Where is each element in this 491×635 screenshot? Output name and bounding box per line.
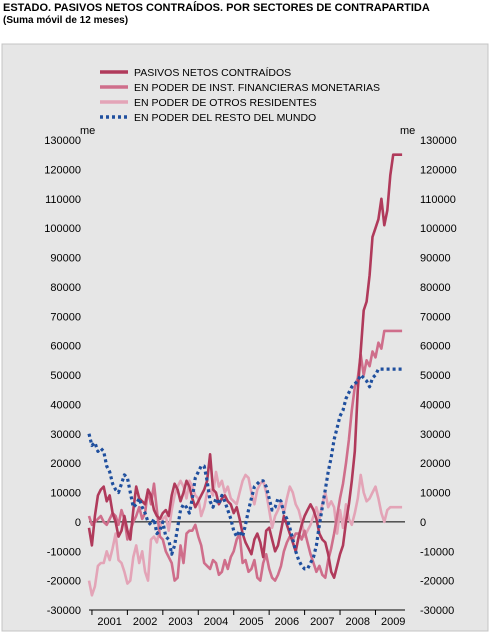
x-tick-label: 2004	[204, 616, 228, 628]
y-tick-label-right: 100000	[420, 223, 457, 235]
y-tick-label-right: 40000	[420, 399, 451, 411]
y-tick-label-left: 0	[75, 517, 81, 529]
y-tick-label-right: 30000	[420, 429, 451, 441]
y-tick-label-right: 120000	[420, 164, 457, 176]
x-tick-label: 2007	[310, 616, 334, 628]
y-tick-label-right: 110000	[420, 194, 456, 206]
y-tick-label-right: 70000	[420, 311, 451, 323]
y-tick-label-right: -20000	[420, 576, 454, 588]
x-tick-label: 2006	[275, 616, 299, 628]
y-tick-label-left: -20000	[47, 576, 81, 588]
y-tick-label-right: 80000	[420, 282, 451, 294]
y-tick-label-left: -10000	[47, 546, 81, 558]
legend-label-pasivos-netos-contraidos: PASIVOS NETOS CONTRAÍDOS	[134, 66, 291, 79]
legend: PASIVOS NETOS CONTRAÍDOS EN PODER DE INST…	[100, 66, 380, 124]
chart-title-block: ESTADO. PASIVOS NETOS CONTRAÍDOS. POR SE…	[3, 2, 430, 27]
legend-label-en-poder-de-inst-financieras-monetarias: EN PODER DE INST. FINANCIERAS MONETARIAS	[134, 82, 380, 94]
x-tick-label: 2008	[346, 616, 370, 628]
series-line-en-poder-de-inst-financieras-monetarias	[87, 329, 403, 582]
y-tick-label-left: 60000	[50, 341, 81, 353]
y-tick-label-left: 120000	[44, 164, 81, 176]
y-tick-label-left: 70000	[50, 311, 81, 323]
y-axis-right: 1300001200001100001000009000080000700006…	[420, 135, 457, 617]
y-tick-label-left: 50000	[50, 370, 81, 382]
y-tick-label-left: 10000	[50, 488, 81, 500]
chart-title: ESTADO. PASIVOS NETOS CONTRAÍDOS. POR SE…	[3, 2, 430, 14]
y-tick-label-right: 60000	[420, 341, 451, 353]
y-unit-right: me	[400, 125, 415, 137]
series-line-en-poder-de-otros-residentes	[87, 470, 403, 597]
y-tick-label-left: 40000	[50, 399, 81, 411]
y-tick-label-right: 10000	[420, 488, 451, 500]
y-tick-label-left: 20000	[50, 458, 81, 470]
legend-label-en-poder-de-otros-residentes: EN PODER DE OTROS RESIDENTES	[134, 97, 317, 109]
y-tick-label-left: 100000	[44, 223, 81, 235]
y-tick-label-left: 110000	[45, 194, 81, 206]
y-tick-label-left: 30000	[50, 429, 81, 441]
y-axis-left: 1300001200001100001000009000080000700006…	[44, 135, 81, 617]
y-tick-label-right: 0	[420, 517, 426, 529]
x-tick-label: 2002	[133, 616, 157, 628]
y-tick-label-left: 130000	[44, 135, 81, 147]
y-tick-label-right: 90000	[420, 253, 451, 265]
chart-subtitle: (Suma móvil de 12 meses)	[3, 15, 129, 26]
y-tick-label-left: -30000	[47, 605, 81, 617]
y-tick-label-right: 50000	[420, 370, 451, 382]
y-tick-label-left: 80000	[50, 282, 81, 294]
y-tick-label-right: -30000	[420, 605, 454, 617]
x-tick-label: 2003	[168, 616, 192, 628]
y-tick-label-right: 20000	[420, 458, 451, 470]
x-tick-label: 2001	[97, 616, 121, 628]
x-axis: 2001 2002 2003 2004 2005 2006 2007 2008 2009	[91, 610, 405, 628]
x-tick-label: 2005	[239, 616, 263, 628]
y-tick-label-right: -10000	[420, 546, 454, 558]
series-group	[87, 153, 403, 597]
y-tick-label-right: 130000	[420, 135, 457, 147]
y-tick-label-left: 90000	[50, 253, 81, 265]
y-unit-left: me	[80, 125, 95, 137]
x-tick-label: 2009	[381, 616, 405, 628]
legend-label-en-poder-del-resto-del-mundo: EN PODER DEL RESTO DEL MUNDO	[134, 112, 316, 124]
